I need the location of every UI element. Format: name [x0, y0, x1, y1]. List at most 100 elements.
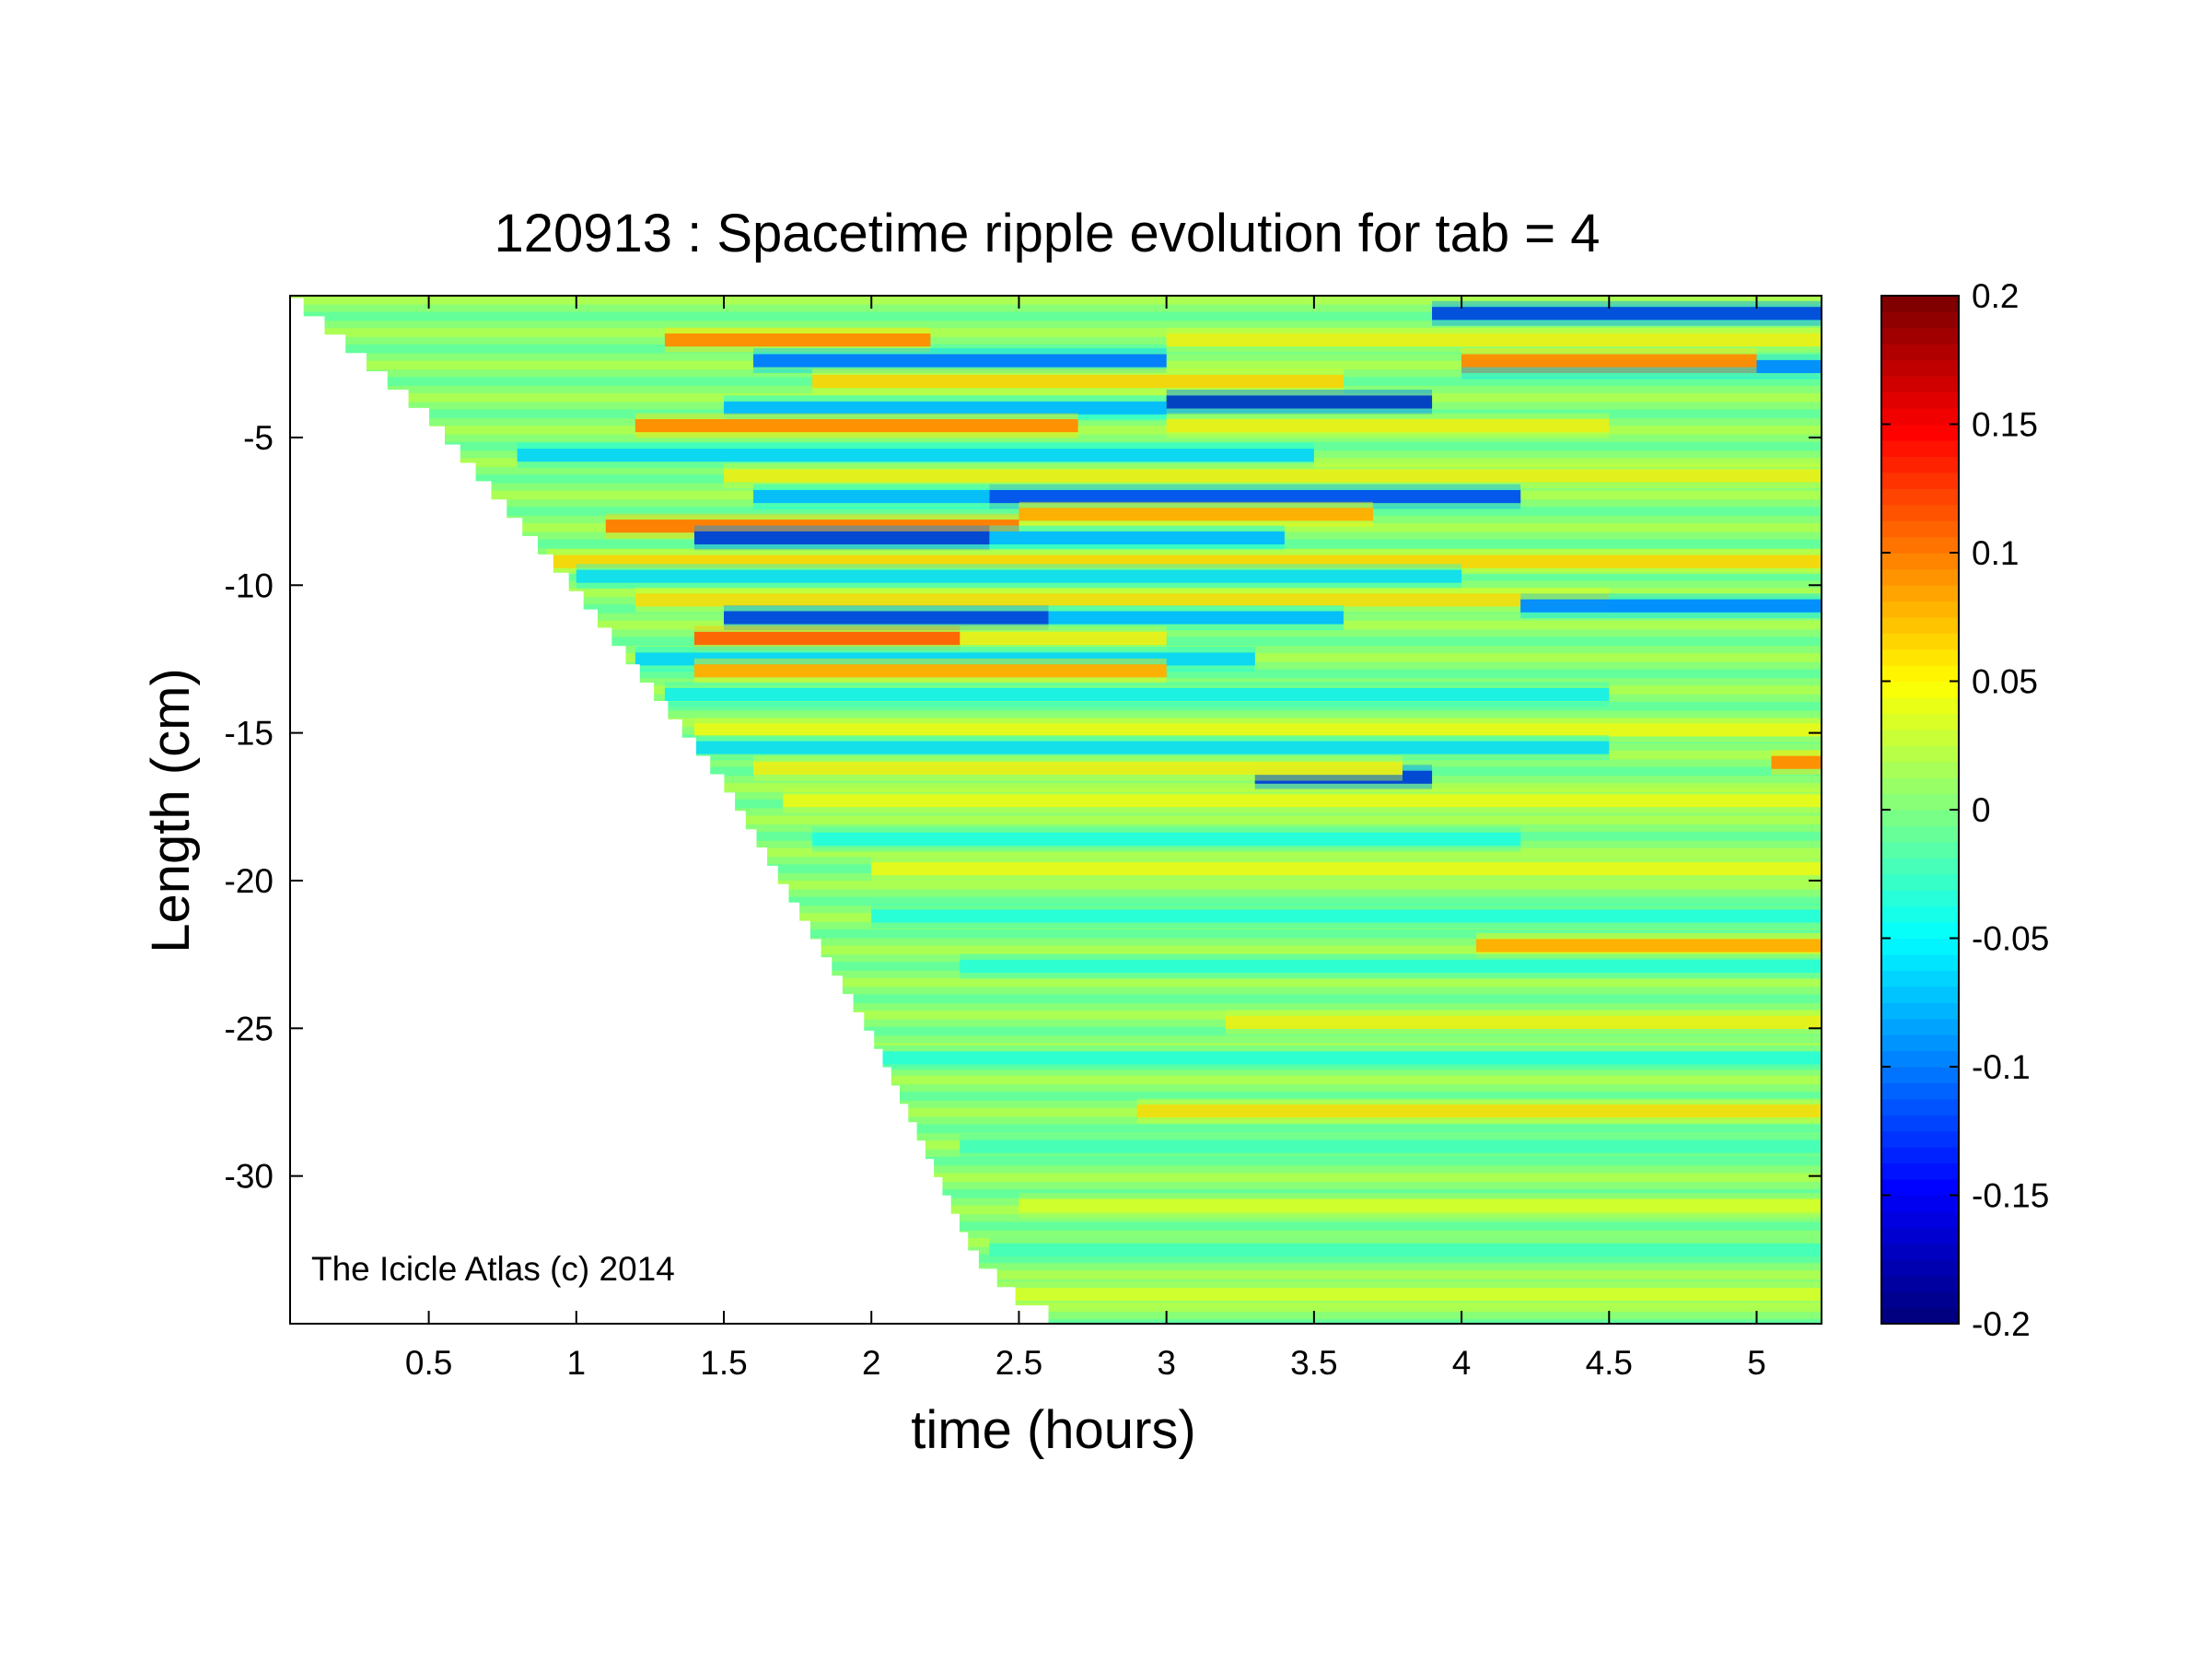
heatmap-band-halo	[989, 525, 1285, 551]
plot-frame	[289, 295, 1822, 1325]
heatmap-striation	[290, 1173, 1822, 1183]
heatmap-band	[1432, 307, 1822, 321]
colorbar-tick-label: 0	[1972, 791, 1991, 829]
heatmap-band-halo	[960, 1134, 1822, 1160]
heatmap-band	[605, 520, 1019, 533]
heatmap-band-halo	[693, 717, 1822, 742]
heatmap-band-halo	[1136, 1098, 1822, 1124]
colorbar-swatch	[1881, 777, 1959, 795]
heatmap-band	[812, 374, 1344, 389]
heatmap-band	[693, 741, 1610, 754]
colorbar-swatch	[1881, 648, 1959, 666]
x-tick-label: 3.5	[1290, 1344, 1337, 1382]
colorbar-swatch	[1881, 344, 1959, 361]
heatmap-band-halo	[812, 826, 1521, 852]
heatmap-band	[783, 794, 1822, 808]
heatmap-striation	[290, 1107, 1822, 1117]
heatmap-band-halo	[871, 856, 1822, 882]
heatmap-band-halo	[1771, 750, 1822, 776]
heatmap-band-halo	[724, 395, 1167, 421]
heatmap-band-halo	[634, 413, 1078, 438]
heatmap-band-halo	[989, 1281, 1822, 1307]
colorbar-swatch	[1881, 938, 1959, 955]
heatmap-band-halo	[812, 368, 1344, 394]
heatmap-band-halo	[871, 903, 1822, 929]
colorbar-tick-label: 0.1	[1972, 534, 2019, 572]
heatmap-striation	[290, 945, 1822, 955]
colorbar-swatch	[1881, 873, 1959, 891]
x-tick-label: 0.5	[405, 1344, 452, 1382]
heatmap-band-halo	[693, 625, 960, 651]
colorbar-swatch	[1881, 729, 1959, 746]
heatmap-band	[1166, 419, 1610, 433]
heatmap-band-halo	[1432, 300, 1822, 326]
heatmap-band	[546, 555, 1822, 568]
heatmap-band-halo	[634, 587, 1610, 613]
heatmap-band-halo	[1520, 593, 1822, 619]
colorbar-swatch	[1881, 376, 1959, 393]
growth-front-region	[290, 279, 1049, 1325]
y-tick-label: -30	[225, 1158, 274, 1196]
heatmap-band	[1225, 1015, 1822, 1029]
heatmap-band-halo	[753, 755, 1403, 781]
heatmap-striation	[290, 718, 1822, 728]
colorbar-swatch	[1881, 713, 1959, 730]
x-tick-label: 2.5	[995, 1344, 1042, 1382]
colorbar-swatch	[1881, 1082, 1959, 1100]
heatmap-striation	[290, 1319, 1822, 1324]
heatmap-striation	[290, 783, 1822, 792]
heatmap-band	[634, 593, 1610, 607]
colorbar-swatch	[1881, 1115, 1959, 1132]
heatmap	[290, 296, 1822, 1324]
heatmap-striation	[290, 1075, 1822, 1085]
heatmap-band	[960, 959, 1822, 974]
heatmap-band	[960, 1139, 1822, 1153]
heatmap-band-halo	[989, 484, 1521, 509]
heatmap-band-halo	[1019, 1193, 1822, 1219]
colorbar-swatch	[1881, 793, 1959, 811]
heatmap-striation	[290, 441, 1822, 451]
colorbar-swatch	[1881, 1227, 1959, 1244]
colorbar-swatch	[1881, 1034, 1959, 1052]
heatmap-band	[664, 687, 1610, 701]
colorbar-swatch	[1881, 1259, 1959, 1277]
heatmap-striation	[290, 750, 1822, 760]
x-tick-label: 1.5	[700, 1344, 747, 1382]
colorbar-swatch	[1881, 424, 1959, 441]
heatmap-band	[989, 1243, 1822, 1256]
heatmap-band-halo	[693, 525, 990, 551]
heatmap-striation	[290, 1026, 1822, 1036]
heatmap-band	[1166, 333, 1822, 347]
heatmap-band	[753, 354, 1167, 368]
colorbar-swatch	[1881, 584, 1959, 602]
heatmap-band-halo	[753, 348, 1167, 374]
colorbar-swatch	[1881, 553, 1959, 570]
heatmap-band	[989, 1287, 1822, 1301]
y-tick-label: -15	[225, 715, 274, 753]
x-tick-label: 4.5	[1586, 1344, 1633, 1382]
colorbar-swatch	[1881, 1098, 1959, 1116]
heatmap-band-halo	[1225, 1010, 1822, 1035]
colorbar-swatch	[1881, 761, 1959, 778]
colorbar-swatch	[1881, 1179, 1959, 1197]
heatmap-band-halo	[517, 442, 1314, 468]
colorbar-swatch	[1881, 601, 1959, 618]
colorbar-swatch	[1881, 1130, 1959, 1148]
heatmap-striation	[290, 311, 1822, 321]
x-tick-label: 1	[567, 1344, 587, 1382]
heatmap-band	[724, 469, 1822, 483]
colorbar-swatch	[1881, 1291, 1959, 1309]
colorbar-swatch	[1881, 616, 1959, 634]
heatmap-band-halo	[1048, 605, 1344, 631]
colorbar-tick-label: -0.15	[1972, 1177, 2049, 1215]
colorbar-swatch	[1881, 1210, 1959, 1228]
colorbar-swatch	[1881, 520, 1959, 538]
heatmap-band-halo	[871, 1045, 1822, 1070]
heatmap-striation	[290, 328, 1822, 337]
heatmap-band	[960, 631, 1167, 646]
heatmap-band-halo	[960, 625, 1167, 651]
x-axis-label: time (hours)	[911, 1400, 1195, 1460]
colorbar-tick-label: -0.1	[1972, 1048, 2031, 1086]
colorbar-swatch	[1881, 472, 1959, 489]
heatmap-striation	[290, 344, 1822, 354]
